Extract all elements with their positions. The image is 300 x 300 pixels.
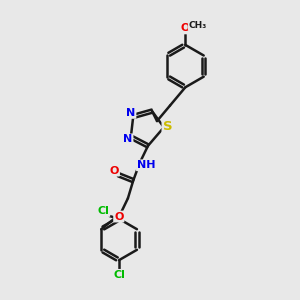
Text: O: O: [114, 212, 124, 221]
Text: O: O: [110, 166, 119, 176]
Text: CH₃: CH₃: [189, 21, 207, 30]
Text: N: N: [123, 134, 133, 144]
Text: Cl: Cl: [113, 270, 125, 280]
Text: Cl: Cl: [98, 206, 110, 216]
Text: NH: NH: [137, 160, 155, 170]
Text: N: N: [126, 108, 136, 118]
Text: O: O: [181, 23, 190, 33]
Text: S: S: [163, 120, 172, 133]
